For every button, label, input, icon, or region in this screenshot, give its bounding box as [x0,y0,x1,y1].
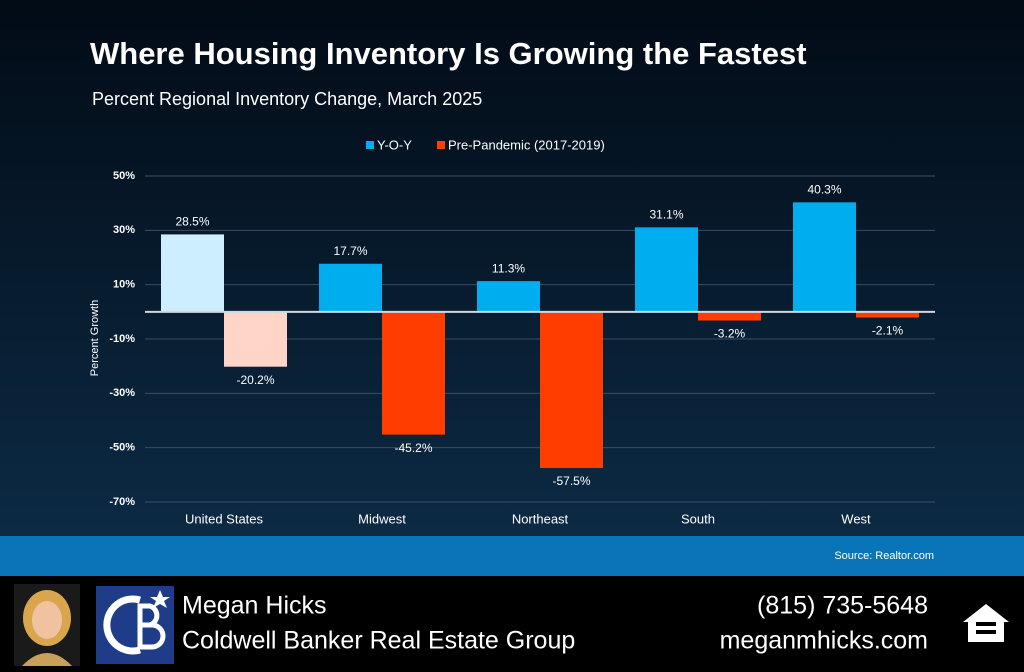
value-label: 11.3% [492,261,525,275]
legend-swatch [437,141,445,149]
legend-label: Y-O-Y [377,137,412,152]
bar [477,281,540,312]
value-label: -3.2% [714,327,746,341]
website: meganmhicks.com [720,627,928,655]
company-logo [96,586,174,664]
y-tick-label: -50% [109,442,135,454]
chart-subtitle: Percent Regional Inventory Change, March… [92,89,482,109]
source-band [0,536,1024,576]
bar [698,311,761,321]
y-tick-label: -70% [109,496,135,508]
y-axis-label: Percent Growth [89,300,101,376]
bar [382,311,445,435]
value-label: -45.2% [394,441,432,455]
phone: (815) 735-5648 [757,592,928,620]
x-tick-label: South [681,511,715,526]
value-label: 31.1% [649,208,683,222]
legend-swatch [366,141,374,149]
y-tick-label: 50% [113,170,135,182]
x-tick-label: Northeast [512,511,569,526]
agent-name: Megan Hicks [182,592,327,620]
bar [793,202,856,312]
y-tick-label: -30% [109,387,135,399]
bar [635,227,698,312]
agent-photo [14,584,80,666]
x-tick-label: Midwest [358,511,406,526]
value-label: -2.1% [872,324,904,338]
y-tick-label: -10% [109,333,135,345]
equal-housing-icon [963,604,1009,642]
legend-label: Pre-Pandemic (2017-2019) [448,137,605,152]
bar [856,311,919,318]
value-label: 28.5% [175,215,209,229]
bar [161,234,224,312]
x-tick-label: United States [185,511,264,526]
value-label: 17.7% [333,244,367,258]
bar [540,311,603,469]
x-tick-label: West [841,511,871,526]
company-name: Coldwell Banker Real Estate Group [182,627,575,655]
chart-title: Where Housing Inventory Is Growing the F… [90,36,807,71]
value-label: -20.2% [236,373,274,387]
value-label: -57.5% [552,474,590,488]
source: Source: Realtor.com [834,550,934,562]
value-label: 40.3% [807,183,841,197]
y-tick-label: 10% [113,279,135,291]
bar [319,263,382,312]
y-tick-label: 30% [113,224,135,236]
bar [224,311,287,367]
